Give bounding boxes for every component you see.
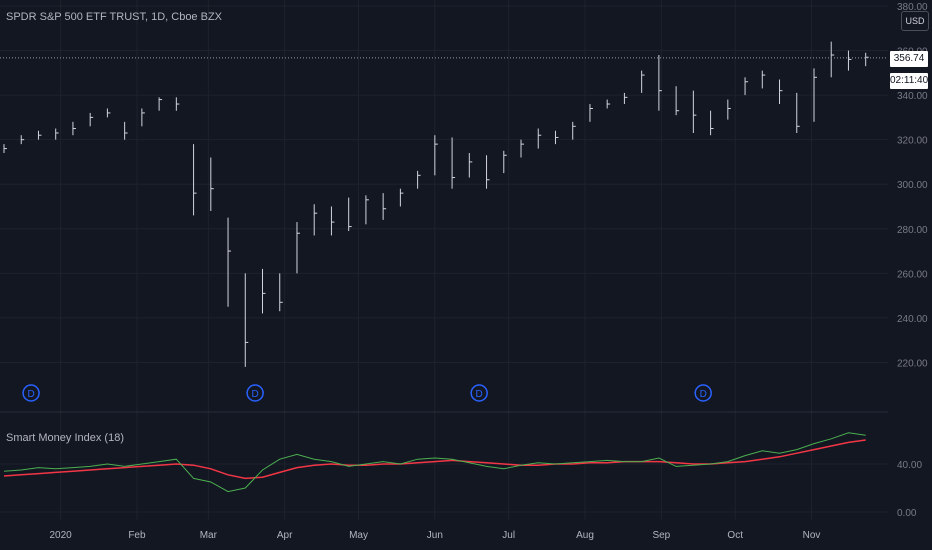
price-tick-label: 240.00 [897,314,928,325]
symbol-title: SPDR S&P 500 ETF TRUST, 1D, Cboe BZX [6,11,223,23]
time-tick-label: 2020 [50,530,73,541]
dividend-marker-circle [694,384,712,402]
dividend-marker[interactable]: D [246,384,264,402]
ohlc-series [3,41,869,367]
dividend-marker-label: D [252,389,259,400]
smi-line [3,432,866,493]
dividend-marker-circle [246,384,264,402]
last-price-label: 356.74 [890,51,928,67]
indicator-tick-label: 0.00 [897,508,917,519]
dividend-marker[interactable]: D [694,384,712,402]
dividend-marker-circle [22,384,40,402]
currency-button[interactable]: USD [901,11,929,31]
dividend-marker-label: D [700,389,707,400]
price-tick-label: 260.00 [897,269,928,280]
price-tick-label: 380.00 [897,2,928,13]
time-tick-label: Aug [576,530,594,541]
main-grid [0,0,888,520]
price-tick-label: 220.00 [897,358,928,369]
bar-countdown-label: 02:11:40 [890,73,928,89]
price-tick-label: 340.00 [897,91,928,102]
time-tick-label: Jul [502,530,515,541]
time-tick-label: Mar [200,530,218,541]
dividend-marker-label: D [476,389,483,400]
price-tick-label: 320.00 [897,136,928,147]
time-tick-label: Apr [277,530,293,541]
indicator-title: Smart Money Index (18) [6,432,124,444]
time-tick-label: Nov [803,530,821,541]
indicator-grid [0,463,888,513]
time-tick-label: Feb [128,530,146,541]
indicator-axis[interactable]: 40.00 0.00 [897,460,922,519]
smi-moving-average-line [3,439,866,480]
indicator-tick-label: 40.00 [897,460,922,471]
dividend-marker[interactable]: D [22,384,40,402]
time-tick-label: Sep [652,530,670,541]
time-tick-label: Oct [727,530,743,541]
price-tick-label: 300.00 [897,180,928,191]
time-tick-label: May [349,530,368,541]
smi-series [3,432,866,493]
dividend-marker-circle [470,384,488,402]
price-tick-label: 280.00 [897,225,928,236]
dividend-marker-label: D [27,389,34,400]
dividend-marker[interactable]: D [470,384,488,402]
time-tick-label: Jun [427,530,443,541]
time-axis[interactable]: 2020 Feb Mar Apr May Jun Jul Aug Sep Oct Nov [50,530,821,541]
